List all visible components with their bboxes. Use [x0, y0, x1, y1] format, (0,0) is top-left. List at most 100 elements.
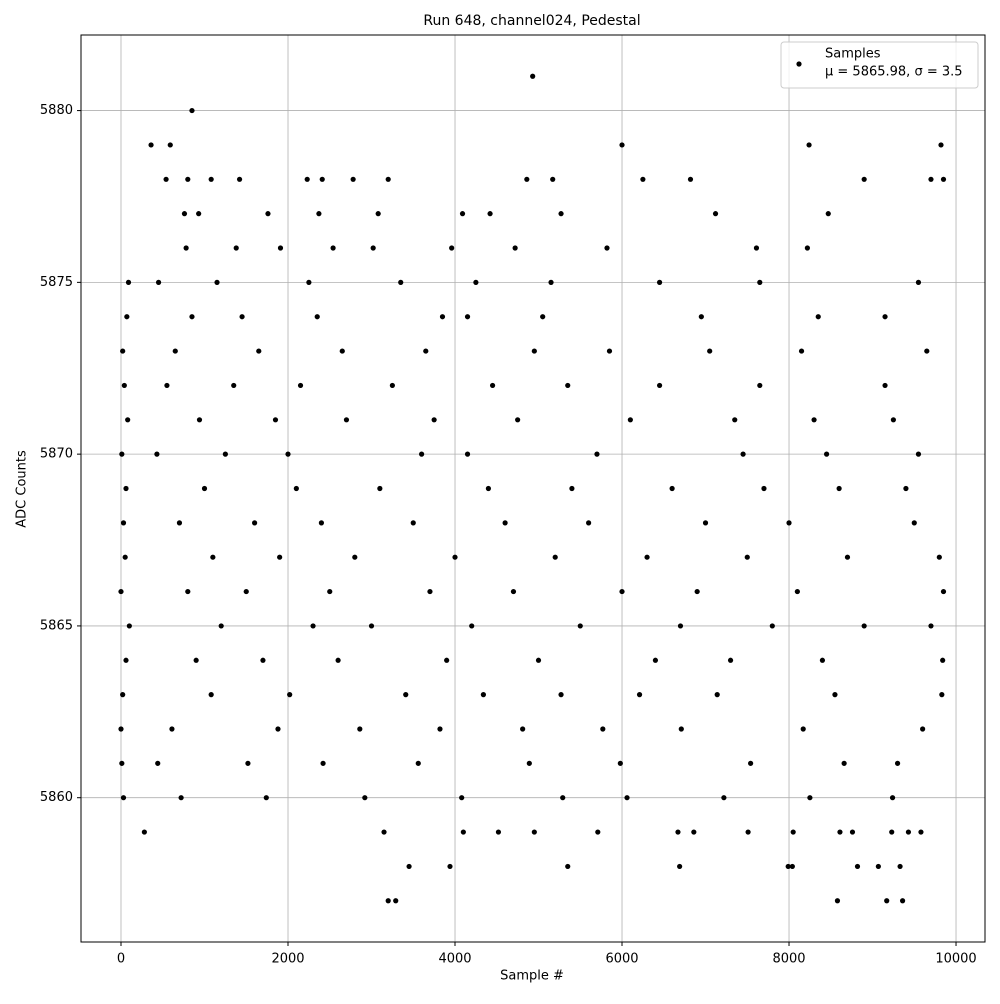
- legend-marker: [796, 61, 802, 67]
- point: [790, 829, 796, 835]
- point: [196, 417, 203, 423]
- point: [178, 795, 184, 801]
- point: [343, 417, 350, 423]
- point: [352, 554, 358, 560]
- point: [530, 73, 536, 79]
- point: [214, 279, 220, 285]
- point: [940, 588, 947, 595]
- point: [789, 863, 795, 870]
- point: [125, 279, 132, 285]
- point: [447, 863, 453, 870]
- point: [410, 520, 416, 526]
- point: [837, 829, 843, 835]
- point: [707, 348, 713, 354]
- point: [619, 142, 625, 148]
- point: [427, 588, 433, 595]
- point: [531, 829, 537, 835]
- point: [745, 829, 751, 835]
- point: [183, 245, 189, 251]
- point: [849, 829, 856, 835]
- point: [807, 795, 813, 801]
- point: [480, 692, 486, 698]
- point: [415, 760, 421, 766]
- point: [121, 382, 127, 389]
- point: [844, 554, 851, 560]
- point: [721, 795, 727, 801]
- point: [120, 348, 126, 354]
- point: [126, 623, 132, 629]
- point: [189, 107, 195, 114]
- point: [119, 760, 125, 766]
- point: [823, 451, 830, 457]
- point: [836, 485, 842, 492]
- point: [444, 657, 450, 663]
- point: [540, 314, 546, 320]
- x-tick-label: 2000: [271, 952, 304, 967]
- y-axis-label: ADC Counts: [15, 450, 30, 528]
- point: [552, 554, 558, 560]
- grid: [81, 35, 985, 942]
- point: [560, 795, 566, 801]
- point: [306, 279, 312, 285]
- point: [419, 451, 425, 457]
- point: [698, 314, 704, 320]
- point: [594, 451, 600, 457]
- point: [565, 382, 571, 389]
- point: [222, 451, 228, 457]
- point: [510, 588, 517, 595]
- point: [357, 726, 363, 732]
- point: [208, 692, 214, 698]
- point: [464, 314, 471, 320]
- point: [285, 451, 291, 457]
- point: [586, 520, 592, 526]
- point: [940, 176, 947, 182]
- point: [819, 657, 826, 663]
- point: [208, 176, 214, 182]
- point: [604, 245, 610, 251]
- point: [652, 657, 659, 663]
- point: [196, 211, 202, 217]
- point: [277, 554, 283, 560]
- point: [569, 485, 575, 492]
- point: [487, 211, 493, 217]
- point: [804, 245, 810, 251]
- point: [502, 520, 508, 526]
- point: [884, 898, 890, 904]
- point: [304, 176, 310, 182]
- point: [389, 382, 395, 389]
- point: [263, 795, 269, 801]
- point: [252, 520, 258, 526]
- point: [512, 245, 518, 251]
- point: [619, 588, 625, 595]
- point: [185, 176, 191, 182]
- point: [385, 176, 391, 182]
- point: [854, 863, 861, 870]
- point: [464, 451, 471, 457]
- point: [769, 623, 775, 629]
- point: [889, 795, 896, 801]
- point: [154, 451, 160, 457]
- x-axis-label: Sample #: [500, 969, 564, 984]
- point: [439, 314, 446, 320]
- point: [727, 657, 734, 663]
- point: [256, 348, 262, 354]
- chart-title: Run 648, channel024, Pedestal: [423, 13, 640, 29]
- point: [169, 726, 175, 732]
- point: [753, 245, 760, 251]
- point: [119, 451, 125, 457]
- point: [120, 520, 127, 526]
- point: [231, 382, 237, 389]
- point: [423, 348, 429, 354]
- point: [841, 760, 847, 766]
- point: [245, 760, 251, 766]
- point: [368, 623, 375, 629]
- point: [694, 588, 700, 595]
- point: [272, 417, 279, 423]
- point: [118, 588, 124, 595]
- point: [915, 279, 922, 285]
- point: [811, 417, 817, 423]
- point: [595, 829, 601, 835]
- point: [167, 142, 173, 148]
- point: [677, 623, 684, 629]
- point: [123, 485, 129, 492]
